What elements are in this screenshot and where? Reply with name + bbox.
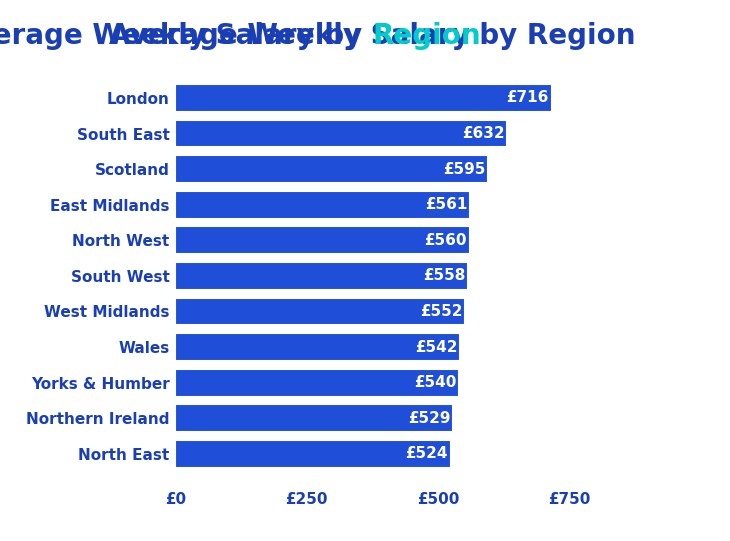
Bar xyxy=(175,155,488,183)
Text: Region: Region xyxy=(372,22,481,50)
Text: £552: £552 xyxy=(420,304,463,319)
Text: £561: £561 xyxy=(425,197,467,212)
Text: Average Weekly Salary by Region: Average Weekly Salary by Region xyxy=(109,22,636,50)
Text: £524: £524 xyxy=(405,446,448,461)
Text: £716: £716 xyxy=(507,90,549,105)
Bar xyxy=(175,369,459,397)
Bar xyxy=(175,404,453,432)
Text: £632: £632 xyxy=(462,126,504,141)
Bar xyxy=(175,298,465,325)
Text: £558: £558 xyxy=(423,268,466,283)
Bar xyxy=(175,333,460,361)
Text: £595: £595 xyxy=(443,162,485,177)
Bar xyxy=(175,262,469,290)
Text: £540: £540 xyxy=(414,375,456,390)
Text: Average Weekly Salary by: Average Weekly Salary by xyxy=(0,22,372,50)
Text: £542: £542 xyxy=(415,340,458,354)
Bar xyxy=(175,120,507,148)
Text: £560: £560 xyxy=(424,233,467,248)
Bar xyxy=(175,191,470,219)
Bar xyxy=(175,440,450,468)
Text: £529: £529 xyxy=(408,411,450,426)
Bar xyxy=(175,84,552,112)
Bar xyxy=(175,227,469,254)
